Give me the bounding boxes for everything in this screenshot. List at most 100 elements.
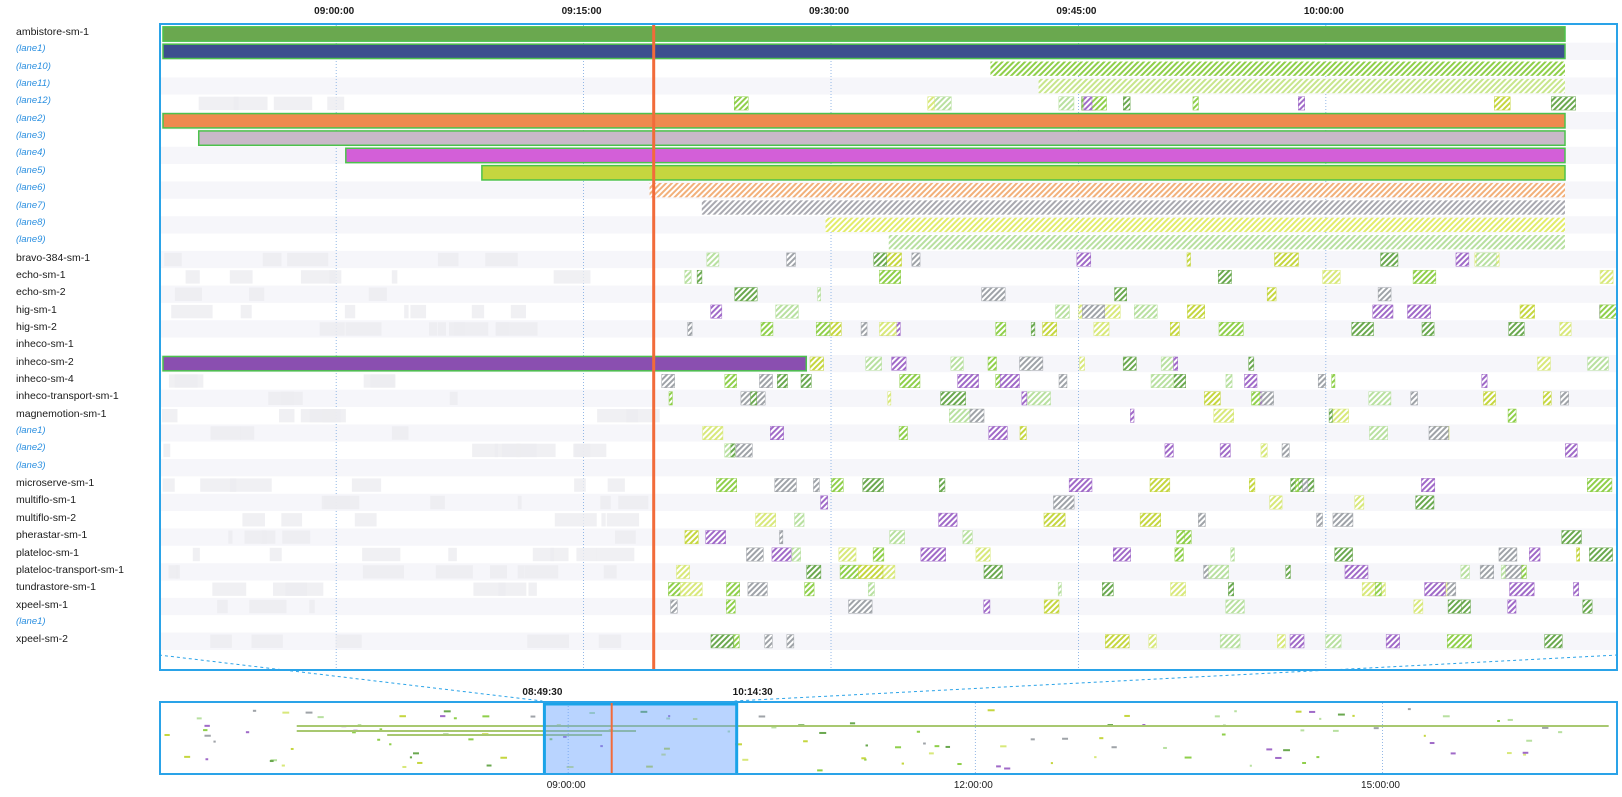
device-row-label[interactable]: bravo-384-sm-1 [16,251,91,264]
task-segment [702,426,724,440]
overview-minimap[interactable] [159,701,1618,775]
overview-task-mark [305,711,313,714]
device-row-label[interactable]: microserve-sm-1 [16,477,95,490]
device-row-label[interactable]: magnemotion-sm-1 [16,407,107,420]
lane-row-label[interactable]: (lane3) [16,459,46,471]
lane-occupancy-bar [990,61,1565,76]
lane-row-label[interactable]: (lane8) [16,216,46,228]
lane-occupancy-bar [197,130,1566,147]
task-segment [1192,96,1199,111]
lane-row-label[interactable]: (lane2) [16,442,46,454]
overview-task-mark [1266,748,1273,751]
device-row-label[interactable]: xpeel-sm-1 [16,598,68,611]
task-segment [1043,599,1060,614]
time-tick-label: 09:45:00 [1056,6,1097,17]
device-row-label[interactable]: multiflo-sm-2 [16,511,77,524]
overview-task-mark [530,715,536,718]
overview-task-mark [1316,756,1320,759]
overview-task-mark [563,735,567,738]
task-segment [1481,374,1488,388]
task-segment [1587,478,1613,493]
task-segment [777,374,788,388]
device-row-label[interactable]: xpeel-sm-2 [16,633,68,646]
lane-row-label[interactable]: (lane10) [16,60,51,72]
past-task-segment [550,547,569,562]
task-segment [885,252,902,267]
task-segment [1290,478,1315,493]
task-segment [911,252,921,267]
task-segment [724,374,737,388]
device-row-label[interactable]: pherastar-sm-1 [16,529,88,542]
device-row-label[interactable]: ambistore-sm-1 [16,26,89,38]
task-segment [1537,356,1551,371]
task-segment [975,547,991,562]
overview-task-mark [402,765,407,768]
task-segment [1334,547,1353,562]
device-row-label[interactable]: tundrastore-sm-1 [16,581,96,594]
device-row-label[interactable]: hig-sm-1 [16,303,57,316]
task-segment [1244,374,1258,388]
lane-row-label[interactable]: (lane11) [16,78,51,90]
task-segment [1217,269,1232,284]
task-segment [1461,599,1471,614]
lane-row-label[interactable]: (lane2) [16,112,46,124]
task-segment [1122,356,1137,371]
lane-row-label[interactable]: (lane5) [16,164,46,176]
task-segment [1587,356,1609,371]
device-row-label[interactable]: echo-sm-1 [16,268,66,281]
device-row-label[interactable]: hig-sm-2 [16,320,57,333]
lane-row-label[interactable]: (lane1) [16,43,46,55]
task-segment [1509,582,1535,597]
lane-row-label[interactable]: (lane1) [16,615,46,627]
past-task-segment [345,322,382,336]
lane-row-label[interactable]: (lane4) [16,147,46,159]
past-task-segment [164,252,182,267]
task-segment [1277,634,1286,649]
past-task-segment [391,426,409,440]
task-segment [1289,634,1305,649]
past-task-segment [606,513,640,527]
task-segment [817,287,821,302]
device-row-label[interactable]: inheco-sm-2 [16,355,74,368]
lane-row-label[interactable]: (lane12) [16,95,51,107]
past-task-segment [168,374,204,388]
overview-selection-window[interactable] [542,703,739,775]
task-segment [794,512,805,527]
device-row-label[interactable]: inheco-sm-1 [16,338,74,351]
device-row-label[interactable]: echo-sm-2 [16,286,66,299]
task-segment [1043,512,1066,527]
past-task-segment [574,443,607,458]
gantt-timeline-main[interactable] [159,23,1618,671]
overview-task-mark [468,738,474,741]
overview-task-mark [646,765,653,768]
device-row-label[interactable]: plateloc-transport-sm-1 [16,563,124,576]
lane-row-label[interactable]: (lane7) [16,199,46,211]
overview-task-mark [245,731,250,734]
past-task-segment [485,252,518,267]
task-segment [1503,564,1525,579]
past-task-segment [273,96,313,111]
past-task-segment [448,547,457,562]
device-row-label[interactable]: inheco-sm-4 [16,373,74,385]
device-row-label[interactable]: inheco-transport-sm-1 [16,390,119,403]
task-segment [1260,443,1268,458]
overview-task-mark [1522,751,1529,754]
task-segment [1298,96,1305,111]
lane-row-label[interactable]: (lane9) [16,234,46,246]
task-segment [988,426,1008,440]
task-segment [1130,408,1135,423]
device-row-label[interactable]: multiflo-sm-1 [16,494,77,507]
lane-row-label[interactable]: (lane3) [16,130,46,142]
time-tick-label: 09:15:00 [561,6,602,17]
lane-row-label[interactable]: (lane6) [16,182,46,194]
lane-row-label[interactable]: (lane1) [16,425,46,437]
device-row-label[interactable]: plateloc-sm-1 [16,546,80,559]
past-task-segment [510,304,526,319]
past-task-segment [553,270,591,284]
overview-lane-line [387,734,603,736]
task-segment [800,374,812,388]
overview-task-mark [482,715,490,718]
task-segment [891,356,907,371]
overview-task-mark [566,766,574,769]
overview-task-mark [1507,718,1513,721]
